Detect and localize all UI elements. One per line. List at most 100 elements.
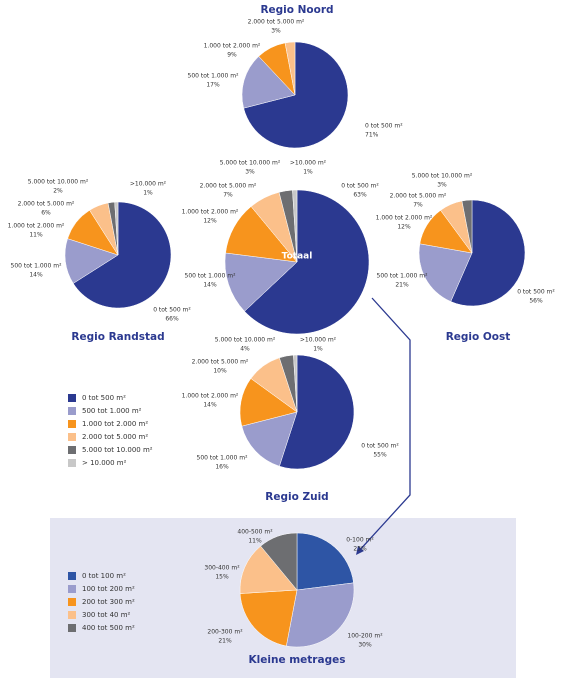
slice-value: 1% <box>313 346 323 353</box>
legend-swatch <box>68 407 76 415</box>
slice-value: 17% <box>206 82 220 89</box>
slice-value: 55% <box>373 452 387 459</box>
chart-title: Regio Zuid <box>265 491 328 503</box>
slice-label: 500 tot 1.000 m² <box>188 73 240 80</box>
slice-label: 2.000 tot 5.000 m² <box>18 201 75 208</box>
slice-label: >10.000 m² <box>290 160 327 167</box>
slice-label: 400-500 m² <box>237 529 273 536</box>
slice-value: 1% <box>303 169 313 176</box>
slice-value: 30% <box>358 642 372 649</box>
slice-value: 14% <box>203 402 217 409</box>
pie-slice <box>239 589 298 647</box>
slice-value: 15% <box>215 574 229 581</box>
slice-label: 0 tot 500 m² <box>341 183 379 190</box>
pie-slice <box>241 411 298 467</box>
slice-label: 500 tot 1.000 m² <box>185 273 237 280</box>
slice-label: 0 tot 500 m² <box>517 289 555 296</box>
legend-label: 400 tot 500 m² <box>82 624 135 632</box>
slice-value: 71% <box>365 132 379 139</box>
chart-title: Kleine metrages <box>249 654 346 666</box>
slice-value: 3% <box>271 28 281 35</box>
slice-label: 500 tot 1.000 m² <box>197 455 249 462</box>
slice-value: 10% <box>213 368 227 375</box>
slice-value: 2% <box>53 188 63 195</box>
legend-swatch <box>68 572 76 580</box>
legend-label: 0 tot 100 m² <box>82 572 126 580</box>
slice-label: 100-200 m² <box>347 633 383 640</box>
slice-label: 500 tot 1.000 m² <box>11 263 63 270</box>
slice-label: 200-300 m² <box>207 629 243 636</box>
slice-label: 2.000 tot 5.000 m² <box>390 193 447 200</box>
pie-slice <box>418 243 473 302</box>
slice-label: 5.000 tot 10.000 m² <box>220 160 281 167</box>
pie-slice <box>244 189 370 335</box>
chart-title: Totaal <box>282 252 313 262</box>
slice-label: 0-100 m² <box>346 537 374 544</box>
slice-value: 21% <box>395 282 409 289</box>
slice-label: 5.000 tot 10.000 m² <box>28 179 89 186</box>
pie-slice <box>293 354 298 413</box>
slice-value: 14% <box>29 272 43 279</box>
legend-label: 2.000 tot 5.000 m² <box>82 433 148 441</box>
slice-label: 0 tot 500 m² <box>361 443 399 450</box>
slice-label: 5.000 tot 10.000 m² <box>215 337 276 344</box>
pie-slice <box>239 545 298 594</box>
pie-slice <box>284 41 296 96</box>
slice-value: 7% <box>223 192 233 199</box>
connector-arrow <box>357 297 411 553</box>
legend-swatch <box>68 598 76 606</box>
slice-value: 11% <box>29 232 43 239</box>
pie-slice <box>296 532 354 591</box>
slice-label: 1.000 tot 2.000 m² <box>8 223 65 230</box>
slice-value: 1% <box>143 190 153 197</box>
legend-label: 500 tot 1.000 m² <box>82 407 142 415</box>
chart-title: Regio Noord <box>260 4 333 16</box>
legend-swatch <box>68 433 76 441</box>
slice-label: 0 tot 500 m² <box>365 123 403 130</box>
slice-label: 2.000 tot 5.000 m² <box>192 359 249 366</box>
slice-value: 3% <box>437 182 447 189</box>
slice-label: 1.000 tot 2.000 m² <box>182 209 239 216</box>
slice-value: 4% <box>240 346 250 353</box>
slice-value: 9% <box>227 52 237 59</box>
slice-value: 12% <box>397 224 411 231</box>
slice-value: 14% <box>203 282 217 289</box>
pie-slice <box>72 201 172 309</box>
slice-label: 1.000 tot 2.000 m² <box>376 215 433 222</box>
pie-slice <box>243 41 349 149</box>
slice-label: 2.000 tot 5.000 m² <box>248 19 305 26</box>
slice-value: 23% <box>353 546 367 553</box>
legend-swatch <box>68 420 76 428</box>
slice-value: 21% <box>218 638 232 645</box>
slice-value: 12% <box>203 218 217 225</box>
legend-label: > 10.000 m² <box>82 459 127 467</box>
legend-swatch <box>68 611 76 619</box>
slice-label: 5.000 tot 10.000 m² <box>412 173 473 180</box>
slice-label: 500 tot 1.000 m² <box>377 273 429 280</box>
legend-swatch <box>68 446 76 454</box>
pie-slice <box>260 532 298 591</box>
legend-label: 100 tot 200 m² <box>82 585 135 593</box>
slice-value: 7% <box>413 202 423 209</box>
slice-value: 56% <box>529 298 543 305</box>
pie-slice <box>450 199 526 307</box>
pie-slice <box>286 582 355 648</box>
slice-value: 11% <box>248 538 262 545</box>
pie-slice <box>292 189 298 263</box>
slice-label: 300-400 m² <box>204 565 240 572</box>
legend-label: 300 tot 40 m² <box>82 611 131 619</box>
legend-label: 5.000 tot 10.000 m² <box>82 446 153 454</box>
arrow-head <box>356 546 364 555</box>
slice-value: 63% <box>353 192 367 199</box>
slice-label: >10.000 m² <box>300 337 337 344</box>
slice-label: 0 tot 500 m² <box>153 307 191 314</box>
slice-value: 6% <box>41 210 51 217</box>
pie-slice <box>114 201 119 256</box>
legend-label: 1.000 tot 2.000 m² <box>82 420 148 428</box>
pie-slice <box>461 199 473 254</box>
slice-label: 2.000 tot 5.000 m² <box>200 183 257 190</box>
chart-title: Regio Randstad <box>71 331 164 343</box>
legend-label: 0 tot 500 m² <box>82 394 126 402</box>
pie-slice <box>224 252 298 312</box>
pie-slice <box>241 56 296 109</box>
